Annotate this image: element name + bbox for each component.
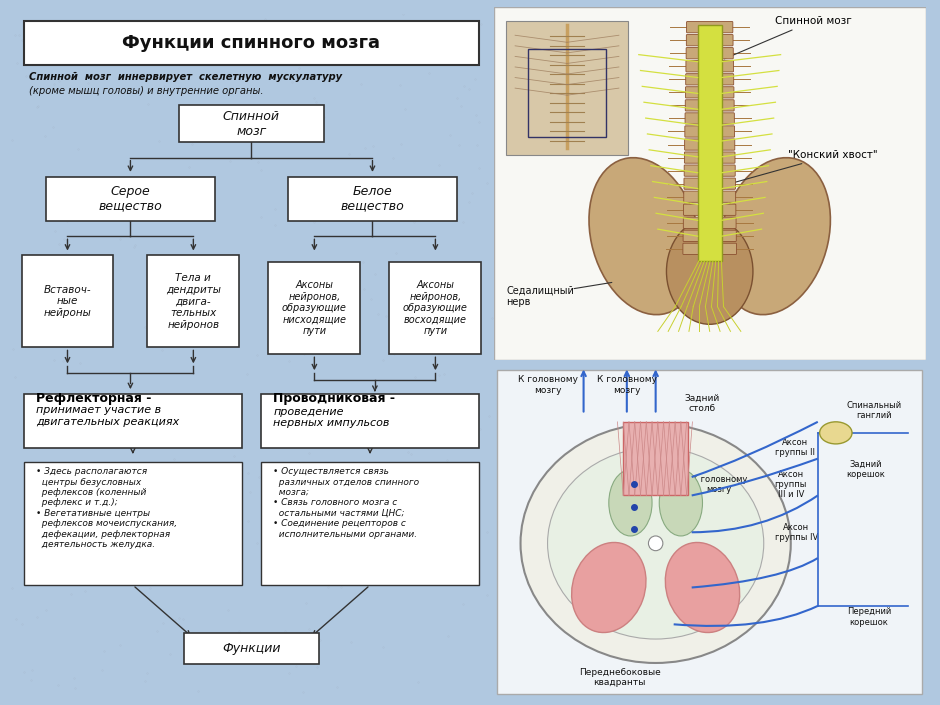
FancyBboxPatch shape bbox=[683, 230, 736, 241]
Text: К головному
мозгу: К головному мозгу bbox=[597, 375, 657, 395]
FancyBboxPatch shape bbox=[148, 255, 240, 348]
Text: Тела и
дендриты
двига-
тельных
нейронов: Тела и дендриты двига- тельных нейронов bbox=[165, 273, 221, 329]
FancyBboxPatch shape bbox=[685, 113, 734, 124]
Text: К головному
мозгу: К головному мозгу bbox=[518, 375, 577, 395]
FancyBboxPatch shape bbox=[684, 152, 735, 163]
Text: Серое
вещество: Серое вещество bbox=[99, 185, 163, 213]
Ellipse shape bbox=[609, 470, 652, 536]
Text: Функции: Функции bbox=[222, 642, 281, 655]
Ellipse shape bbox=[666, 542, 740, 632]
FancyBboxPatch shape bbox=[46, 176, 215, 221]
Text: Задний
столб: Задний столб bbox=[684, 393, 720, 413]
FancyBboxPatch shape bbox=[684, 165, 735, 176]
Text: (кроме мышц головы) и внутренние органы.: (кроме мышц головы) и внутренние органы. bbox=[29, 86, 263, 96]
Text: Спинной мозг: Спинной мозг bbox=[725, 16, 852, 59]
Ellipse shape bbox=[820, 422, 852, 444]
FancyBboxPatch shape bbox=[685, 99, 734, 111]
Polygon shape bbox=[697, 25, 722, 261]
Text: принимает участие в
двигательных реакциях: принимает участие в двигательных реакция… bbox=[36, 405, 180, 427]
Text: К головному
мозгу: К головному мозгу bbox=[692, 474, 747, 494]
Text: Вставоч-
ные
нейроны: Вставоч- ные нейроны bbox=[43, 285, 91, 318]
FancyBboxPatch shape bbox=[682, 243, 737, 255]
FancyBboxPatch shape bbox=[507, 21, 628, 155]
FancyBboxPatch shape bbox=[183, 633, 320, 664]
FancyBboxPatch shape bbox=[683, 217, 736, 228]
FancyBboxPatch shape bbox=[269, 262, 360, 355]
Text: Аксон
группы
III и IV: Аксон группы III и IV bbox=[775, 470, 807, 499]
Text: Переднебоковые
квадранты: Переднебоковые квадранты bbox=[579, 668, 661, 687]
FancyBboxPatch shape bbox=[494, 7, 926, 360]
FancyBboxPatch shape bbox=[686, 35, 733, 46]
Text: Задний
корешок: Задний корешок bbox=[847, 460, 885, 479]
Text: • Осуществляется связь
  различных отделов спинного
  мозга;
• Связь головного м: • Осуществляется связь различных отделов… bbox=[274, 467, 419, 539]
FancyBboxPatch shape bbox=[685, 73, 734, 85]
FancyBboxPatch shape bbox=[22, 255, 114, 348]
Text: Аксоны
нейронов,
образующие
нисходящие
пути: Аксоны нейронов, образующие нисходящие п… bbox=[282, 280, 347, 336]
FancyBboxPatch shape bbox=[686, 21, 733, 32]
Text: Аксон
группы IV: Аксон группы IV bbox=[775, 522, 818, 542]
Ellipse shape bbox=[719, 158, 830, 314]
FancyBboxPatch shape bbox=[24, 393, 242, 448]
Text: Спинной  мозг  иннервирует  скелетную  мускулатуру: Спинной мозг иннервирует скелетную муску… bbox=[29, 72, 342, 82]
Ellipse shape bbox=[589, 158, 700, 314]
Ellipse shape bbox=[659, 470, 702, 536]
FancyBboxPatch shape bbox=[24, 21, 479, 66]
Circle shape bbox=[649, 536, 663, 551]
Ellipse shape bbox=[666, 219, 753, 324]
FancyBboxPatch shape bbox=[623, 422, 688, 496]
Text: "Конский хвост": "Конский хвост" bbox=[734, 150, 877, 183]
FancyBboxPatch shape bbox=[683, 191, 736, 202]
FancyBboxPatch shape bbox=[685, 87, 734, 98]
Ellipse shape bbox=[548, 448, 764, 639]
FancyBboxPatch shape bbox=[686, 47, 733, 59]
FancyBboxPatch shape bbox=[179, 105, 324, 142]
FancyBboxPatch shape bbox=[24, 462, 242, 585]
FancyBboxPatch shape bbox=[389, 262, 481, 355]
Text: Аксоны
нейронов,
образующие
восходящие
пути: Аксоны нейронов, образующие восходящие п… bbox=[403, 280, 468, 336]
Text: Спинной
мозг: Спинной мозг bbox=[223, 109, 280, 137]
Ellipse shape bbox=[572, 542, 646, 632]
FancyBboxPatch shape bbox=[684, 139, 735, 150]
Text: Седалищный
нерв: Седалищный нерв bbox=[507, 286, 574, 307]
Ellipse shape bbox=[521, 424, 791, 663]
FancyBboxPatch shape bbox=[288, 176, 457, 221]
FancyBboxPatch shape bbox=[497, 370, 922, 694]
Text: Функции спинного мозга: Функции спинного мозга bbox=[122, 34, 381, 52]
Text: Рефлекторная -: Рефлекторная - bbox=[36, 392, 151, 405]
Text: проведение
нервных импульсов: проведение нервных импульсов bbox=[274, 407, 389, 429]
Text: Белое
вещество: Белое вещество bbox=[340, 185, 404, 213]
FancyBboxPatch shape bbox=[261, 462, 479, 585]
Text: Спинальный
ганглий: Спинальный ганглий bbox=[847, 401, 901, 420]
Text: Аксон
группы II: Аксон группы II bbox=[775, 438, 815, 458]
FancyBboxPatch shape bbox=[261, 393, 479, 448]
FancyBboxPatch shape bbox=[683, 204, 736, 216]
Text: Проводниковая -: Проводниковая - bbox=[274, 392, 395, 405]
FancyBboxPatch shape bbox=[685, 125, 734, 137]
Text: • Здесь располагаются
  центры безусловных
  рефлексов (коленный
  рефлекс и т.д: • Здесь располагаются центры безусловных… bbox=[36, 467, 177, 549]
FancyBboxPatch shape bbox=[686, 61, 733, 72]
FancyBboxPatch shape bbox=[684, 178, 735, 189]
Text: Передний
корешок: Передний корешок bbox=[847, 607, 891, 627]
